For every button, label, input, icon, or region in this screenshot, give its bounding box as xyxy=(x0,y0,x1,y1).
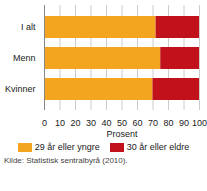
svg-text:Menn: Menn xyxy=(13,53,36,63)
svg-text:100: 100 xyxy=(192,118,207,128)
svg-text:70: 70 xyxy=(148,118,158,128)
svg-text:90: 90 xyxy=(179,118,189,128)
svg-text:0: 0 xyxy=(42,118,47,128)
html-text:29 år eller yngre: 29 år eller yngre xyxy=(34,142,100,152)
svg-text:I alt: I alt xyxy=(21,22,36,32)
svg-text:30: 30 xyxy=(86,118,96,128)
svg-text:10: 10 xyxy=(55,118,65,128)
svg-text:Kvinner: Kvinner xyxy=(5,84,36,94)
svg-text:Prosent: Prosent xyxy=(106,129,138,139)
svg-text:40: 40 xyxy=(101,118,111,128)
html-text:Kilde: Statistisk sentralbyrå: Kilde: Statistisk sentralbyrå (2010). xyxy=(4,156,128,165)
svg-text:20: 20 xyxy=(70,118,80,128)
svg-text:50: 50 xyxy=(117,118,127,128)
html-text:30 år eller eldre: 30 år eller eldre xyxy=(126,142,190,152)
svg-text:80: 80 xyxy=(163,118,173,128)
svg-text:60: 60 xyxy=(132,118,142,128)
